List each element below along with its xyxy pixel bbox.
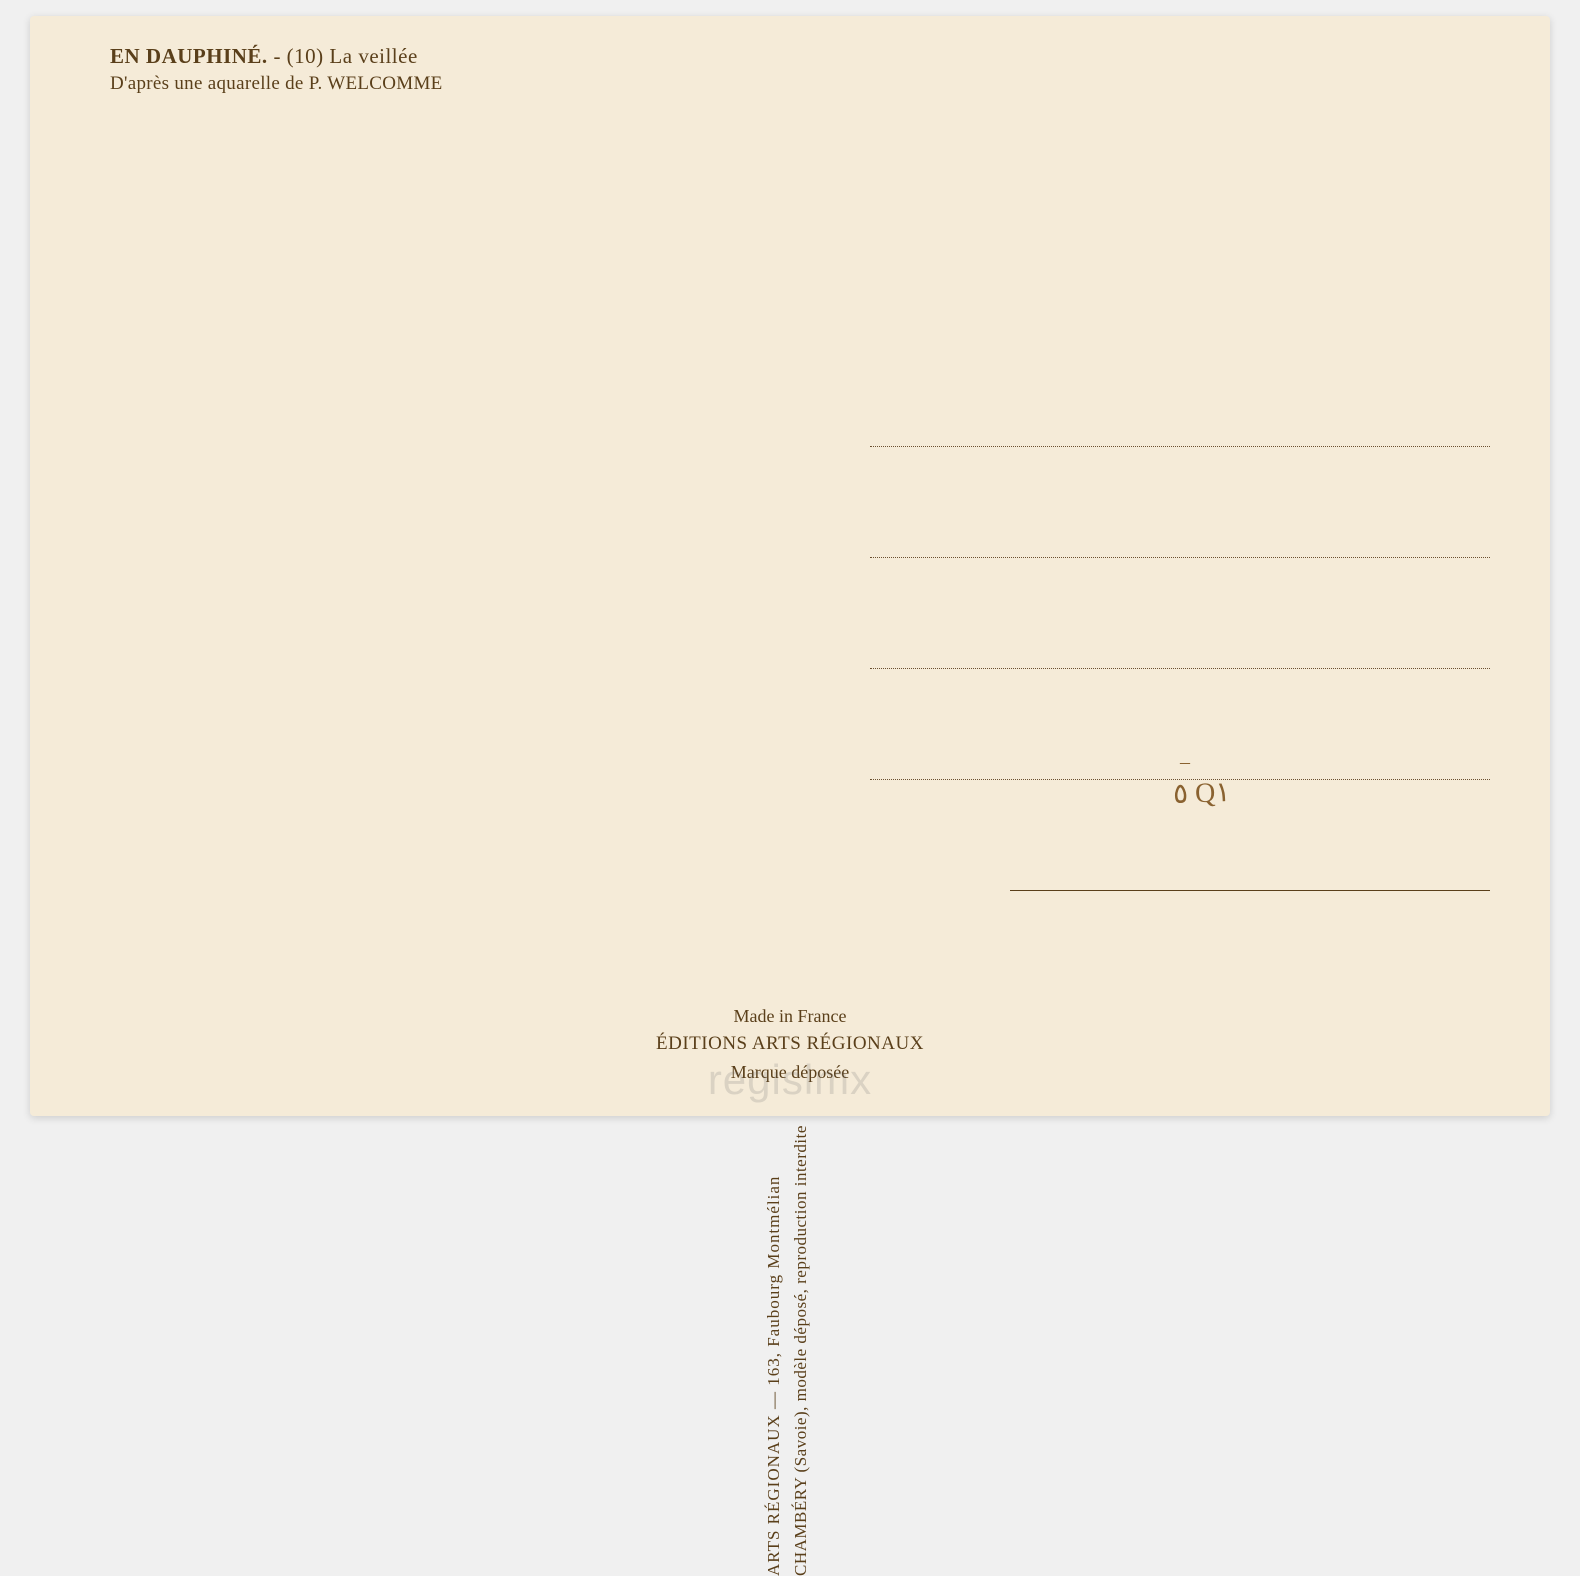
title-line: EN DAUPHINÉ. - (10) La veillée (110, 44, 443, 69)
handwritten-dash: – (1180, 751, 1190, 774)
address-area (870, 446, 1490, 891)
address-line-3 (870, 668, 1490, 669)
address-line-1 (870, 446, 1490, 447)
footer-line1: Made in France (30, 1003, 1550, 1030)
footer-line3: Marque déposée (30, 1059, 1550, 1086)
footer-line2: ÉDITIONS ARTS RÉGIONAUX (30, 1030, 1550, 1059)
handwritten-note: ٥ Q١ (1172, 775, 1230, 811)
publisher-vertical: ARTS RÉGIONAUX — 163, Faubourg Montmélia… (760, 176, 820, 876)
subtitle-line: D'après une aquarelle de P. WELCOMME (110, 73, 443, 95)
postcard-back: EN DAUPHINÉ. - (10) La veillée D'après u… (30, 16, 1550, 1116)
title-bold: EN DAUPHINÉ. (110, 44, 268, 68)
address-line-5 (1010, 890, 1490, 891)
vertical-text-block: ARTS RÉGIONAUX — 163, Faubourg Montmélia… (760, 876, 814, 1576)
postcard-header: EN DAUPHINÉ. - (10) La veillée D'après u… (110, 44, 443, 95)
postcard-footer: Made in France ÉDITIONS ARTS RÉGIONAUX M… (30, 1003, 1550, 1086)
title-rest: - (10) La veillée (268, 44, 418, 68)
address-line-2 (870, 557, 1490, 558)
publisher-line1: ARTS RÉGIONAUX — 163, Faubourg Montmélia… (760, 876, 787, 1576)
publisher-line2: CHAMBÉRY (Savoie), modèle déposé, reprod… (787, 876, 814, 1576)
